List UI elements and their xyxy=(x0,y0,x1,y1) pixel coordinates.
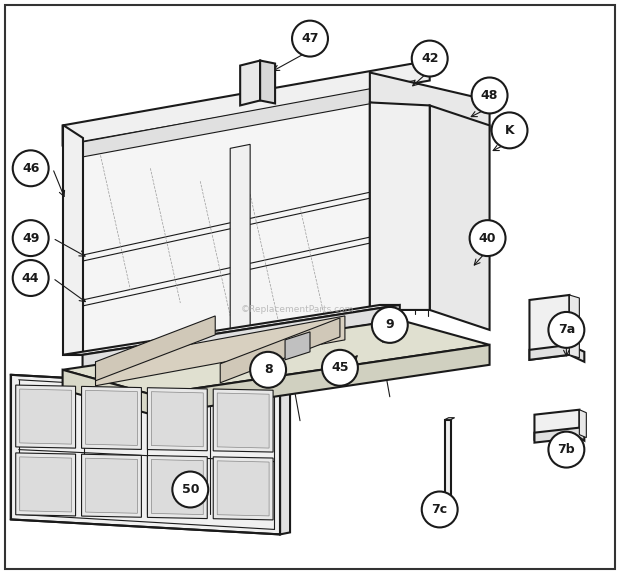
Polygon shape xyxy=(529,295,569,360)
Text: 40: 40 xyxy=(479,232,497,245)
Polygon shape xyxy=(213,457,273,520)
Circle shape xyxy=(172,472,208,507)
Circle shape xyxy=(322,350,358,386)
Polygon shape xyxy=(240,60,260,106)
Polygon shape xyxy=(16,453,76,516)
Polygon shape xyxy=(86,458,138,513)
Polygon shape xyxy=(63,370,153,414)
Text: 47: 47 xyxy=(301,32,319,45)
Polygon shape xyxy=(260,60,275,103)
Polygon shape xyxy=(213,389,273,452)
Text: 42: 42 xyxy=(421,52,438,65)
Polygon shape xyxy=(63,320,490,395)
Polygon shape xyxy=(81,80,415,157)
Text: 48: 48 xyxy=(481,89,498,102)
Polygon shape xyxy=(153,345,490,414)
Polygon shape xyxy=(86,390,138,445)
Polygon shape xyxy=(579,410,587,437)
Polygon shape xyxy=(11,375,280,534)
Polygon shape xyxy=(430,106,490,330)
Circle shape xyxy=(549,312,584,348)
Text: 46: 46 xyxy=(22,162,39,175)
Polygon shape xyxy=(63,125,82,355)
Polygon shape xyxy=(370,102,430,310)
Circle shape xyxy=(469,220,505,256)
Polygon shape xyxy=(534,428,584,443)
Polygon shape xyxy=(20,389,71,444)
Polygon shape xyxy=(82,305,400,370)
Polygon shape xyxy=(151,460,203,514)
Circle shape xyxy=(472,77,508,114)
Polygon shape xyxy=(148,387,207,451)
Circle shape xyxy=(250,352,286,388)
Text: ©ReplacementParts.com: ©ReplacementParts.com xyxy=(241,305,354,315)
Text: 7c: 7c xyxy=(432,503,448,516)
Polygon shape xyxy=(370,72,490,130)
Polygon shape xyxy=(16,385,76,448)
Circle shape xyxy=(422,491,458,528)
Polygon shape xyxy=(285,332,310,360)
Text: 50: 50 xyxy=(182,483,199,496)
Polygon shape xyxy=(280,388,290,534)
Polygon shape xyxy=(82,72,370,355)
Polygon shape xyxy=(148,456,207,518)
Circle shape xyxy=(13,260,48,296)
Polygon shape xyxy=(529,345,584,362)
Circle shape xyxy=(412,41,448,76)
Text: 7a: 7a xyxy=(558,323,575,336)
Polygon shape xyxy=(569,295,579,358)
Polygon shape xyxy=(20,457,71,512)
Polygon shape xyxy=(63,60,430,145)
Text: 8: 8 xyxy=(264,363,272,377)
Circle shape xyxy=(292,21,328,57)
Polygon shape xyxy=(95,316,345,386)
Polygon shape xyxy=(445,420,451,505)
Polygon shape xyxy=(95,316,215,381)
Polygon shape xyxy=(445,418,454,420)
Text: 7b: 7b xyxy=(557,443,575,456)
Circle shape xyxy=(13,220,48,256)
Polygon shape xyxy=(63,305,400,355)
Polygon shape xyxy=(220,318,340,383)
Circle shape xyxy=(492,113,528,148)
Polygon shape xyxy=(534,410,579,440)
Circle shape xyxy=(372,307,408,343)
Text: K: K xyxy=(505,124,515,137)
Polygon shape xyxy=(151,391,203,447)
Polygon shape xyxy=(82,454,141,517)
Polygon shape xyxy=(217,461,269,516)
Text: 45: 45 xyxy=(331,361,348,374)
Polygon shape xyxy=(230,144,250,362)
Circle shape xyxy=(13,150,48,186)
Text: 44: 44 xyxy=(22,272,40,285)
Text: 49: 49 xyxy=(22,232,39,245)
Polygon shape xyxy=(217,393,269,448)
Text: 9: 9 xyxy=(386,319,394,331)
Circle shape xyxy=(549,432,584,468)
Polygon shape xyxy=(82,386,141,449)
